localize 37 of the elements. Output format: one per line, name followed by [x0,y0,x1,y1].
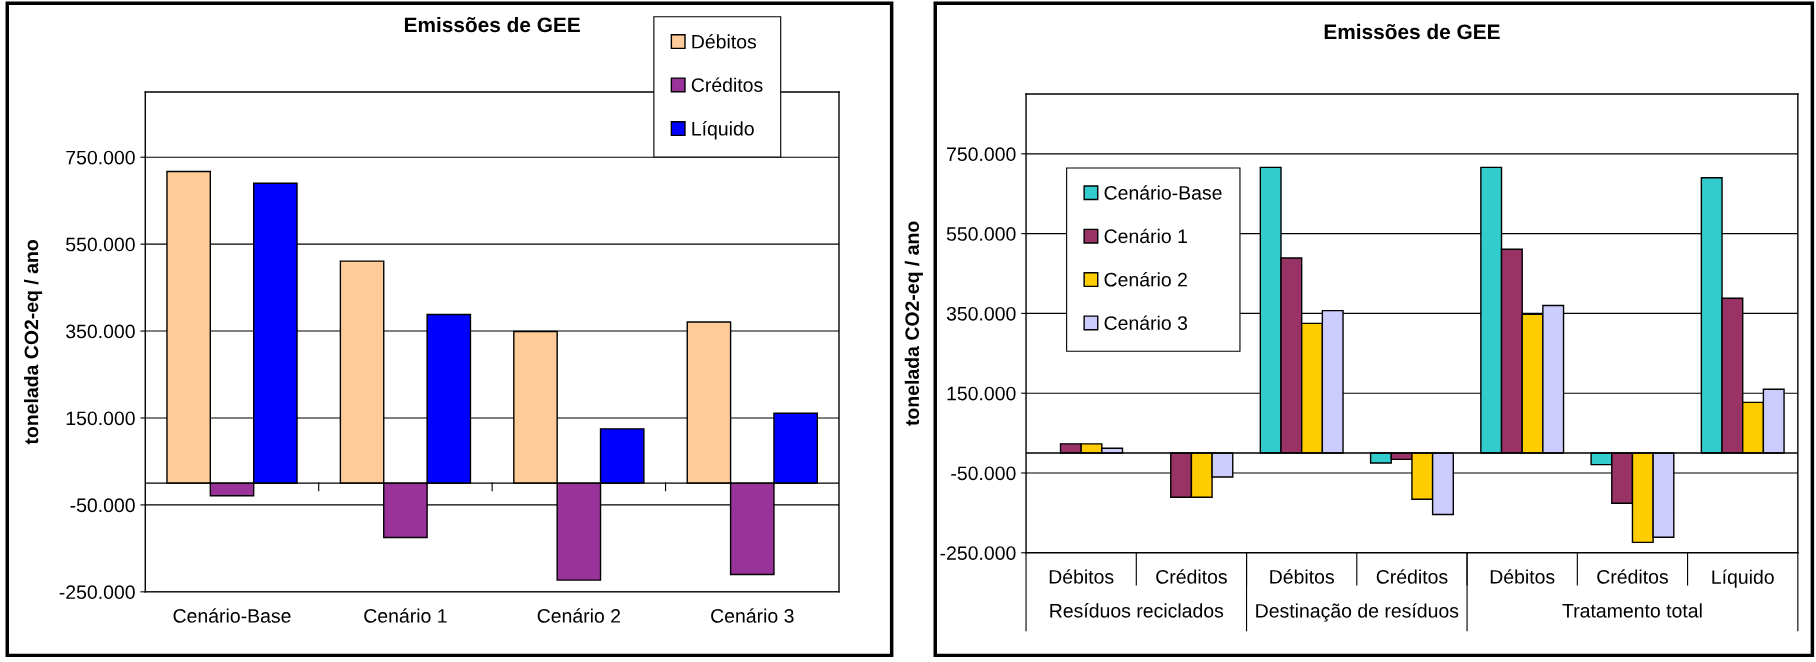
y-tick-label: 550.000 [946,227,1016,241]
text: Resíduos reciclados [1050,603,1224,618]
x-tick-label: Débitos [1270,569,1334,584]
legend-label: Cenário-Base [1104,185,1222,200]
x-tick-label: Líquido [1712,569,1774,588]
y-tick-label: -250.000 [59,585,135,600]
chart-title: Emissões de GEE [404,16,580,33]
text: Tratamento total [1562,603,1702,618]
legend-label: Débitos [692,34,757,49]
y-tick-label: -50.000 [70,498,135,513]
x-tick-label: Débitos [1049,569,1114,584]
x-tick-label: Créditos [1156,569,1227,584]
x-tick-label: Cenário-Base [173,608,291,623]
x-tick-label: Créditos [1376,569,1448,584]
y-tick-label: -250.000 [940,546,1016,561]
x-tick-label: Cenário 1 [364,608,447,623]
y-tick-label: 750.000 [66,150,135,165]
x-tick-label: Créditos [1597,569,1668,584]
y-axis-title: tonelada CO2-eq / ano [24,240,43,445]
y-tick-label: 150.000 [66,411,135,426]
legend-label: Cenário 2 [1104,272,1187,287]
y-tick-label: 150.000 [947,386,1016,401]
legend-label: Créditos [691,77,763,92]
y-tick-label: 350.000 [946,306,1016,321]
chart-title: Emissões de GEE [1324,23,1500,40]
y-tick-label: 550.000 [66,237,135,252]
y-tick-label: -50.000 [951,466,1016,481]
x-tick-label: Débitos [1490,569,1555,584]
legend-label: Cenário 3 [1104,315,1188,330]
y-tick-label: 350.000 [66,324,135,339]
text: Destinação de resíduos [1256,603,1459,622]
x-tick-label: Cenário 2 [537,608,621,623]
x-tick-label: Cenário 3 [711,608,794,623]
y-tick-label: 750.000 [947,147,1016,162]
legend-label: Líquido [692,121,754,140]
legend-label: Cenário 1 [1104,228,1187,244]
y-axis-title: tonelada CO2-eq / ano [904,221,923,426]
